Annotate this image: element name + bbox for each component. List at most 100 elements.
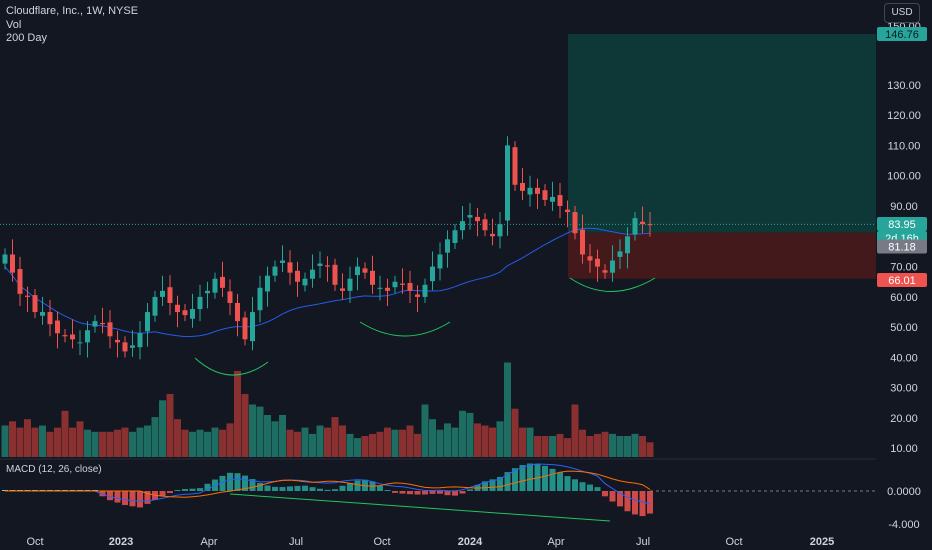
candle-body	[107, 322, 113, 337]
candle-body	[145, 312, 150, 332]
volume-bar	[121, 427, 129, 457]
macd-histogram-bar	[294, 485, 301, 491]
moving-average-label[interactable]: 200 Day	[6, 32, 47, 44]
macd-histogram-bar	[632, 491, 638, 515]
volume-bar	[564, 438, 571, 457]
candle-body	[535, 187, 540, 194]
volume-bar	[496, 421, 504, 457]
volume-bar	[376, 431, 384, 457]
currency-button[interactable]: USD	[884, 3, 920, 23]
macd-histogram-bar	[377, 485, 383, 491]
price-tick-label: 40.00	[890, 352, 918, 364]
volume-bar	[639, 436, 646, 457]
target-price-label: 146.76	[885, 29, 919, 41]
volume-bar	[211, 427, 219, 457]
candle-body	[550, 196, 555, 202]
candle-body	[25, 295, 30, 297]
volume-bar	[579, 429, 586, 457]
volume-bar	[444, 423, 451, 457]
candle-body	[257, 287, 263, 311]
symbol-title[interactable]: Cloudflare, Inc., 1W, NYSE	[6, 5, 139, 17]
macd-histogram-bar	[602, 491, 608, 497]
macd-histogram-bar	[437, 491, 443, 494]
candle-body	[122, 342, 128, 352]
macd-histogram-bar	[174, 490, 181, 491]
candle-body	[527, 187, 533, 195]
volume-indicator-label[interactable]: Vol	[6, 18, 22, 31]
macd-histogram-bar	[182, 488, 188, 491]
price-tick-label: 60.00	[890, 292, 918, 304]
candle-body	[167, 287, 173, 303]
volume-bar	[459, 410, 466, 457]
volume-bar	[69, 427, 76, 457]
volume-bar	[219, 429, 226, 457]
time-tick-label: Jul	[636, 536, 650, 548]
volume-bar	[39, 425, 46, 457]
volume-bar	[646, 442, 654, 457]
candle-body	[340, 288, 345, 291]
volume-bar	[474, 423, 481, 457]
macd-histogram-bar	[249, 479, 256, 491]
time-tick-label: Oct	[373, 536, 390, 548]
volume-bar	[616, 436, 624, 457]
macd-histogram-bar	[339, 485, 346, 491]
volume-bar	[99, 431, 106, 457]
volume-bar	[61, 410, 69, 457]
macd-histogram-bar	[489, 479, 496, 491]
candle-body	[640, 221, 645, 225]
macd-histogram-bar	[564, 476, 571, 491]
volume-bar	[384, 427, 391, 457]
volume-bar	[54, 427, 61, 457]
price-tick-label: 30.00	[890, 383, 918, 395]
volume-bar	[294, 431, 301, 457]
candle-body	[415, 294, 420, 297]
candle-body	[325, 265, 330, 267]
volume-bar	[136, 427, 144, 457]
candle-body	[542, 190, 548, 200]
entry-price-label-bg	[877, 239, 927, 254]
entry-price-label: 81.18	[888, 242, 916, 254]
candle-body	[475, 216, 480, 222]
candle-body	[430, 266, 435, 282]
candle-body	[272, 266, 278, 276]
volume-bar	[339, 425, 346, 457]
candle-body	[310, 269, 315, 279]
volume-bar	[279, 415, 286, 457]
volume-bar	[549, 436, 556, 457]
candle-body	[32, 295, 38, 313]
volume-bar	[286, 429, 294, 457]
time-tick-label: Apr	[547, 536, 564, 548]
candle-body	[497, 224, 503, 237]
candle-body	[242, 317, 248, 340]
macd-histogram-bar	[114, 491, 121, 503]
macd-histogram-bar	[392, 491, 398, 493]
price-tick-label: 50.00	[890, 322, 918, 334]
macd-histogram-bar	[422, 491, 428, 495]
candle-body	[437, 254, 443, 269]
pattern-arc-drawing	[194, 357, 269, 376]
volume-bar	[174, 419, 181, 457]
volume-bar	[519, 427, 526, 457]
volume-bar	[601, 431, 609, 457]
price-tick-label: 110.00	[888, 140, 921, 152]
macd-histogram-bar	[272, 486, 278, 491]
volume-bar	[361, 436, 369, 457]
macd-histogram-bar	[452, 491, 458, 496]
macd-histogram-bar	[497, 476, 503, 491]
macd-histogram-bar	[542, 465, 548, 491]
candle-body	[190, 309, 195, 319]
volume-bar	[159, 400, 166, 457]
candle-body	[175, 304, 180, 313]
macd-tick-label: -4.000	[888, 519, 919, 531]
volume-bar	[46, 431, 54, 457]
current-price-label-bg	[877, 217, 927, 231]
candle-body	[10, 254, 15, 273]
candle-body	[220, 276, 225, 288]
macd-histogram-bar	[264, 485, 271, 491]
volume-bar	[594, 433, 601, 457]
macd-indicator-label[interactable]: MACD (12, 26, close)	[6, 464, 102, 475]
macd-histogram-bar	[309, 487, 316, 491]
candle-body	[160, 290, 165, 297]
candle-body	[100, 322, 105, 325]
